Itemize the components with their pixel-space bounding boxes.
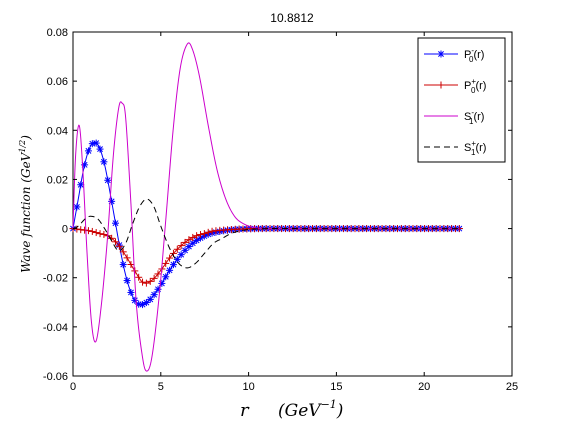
- data-point: [162, 259, 170, 267]
- legend-item: S+ 1(r): [424, 139, 486, 157]
- data-point: [135, 273, 143, 281]
- data-point: [162, 273, 170, 281]
- data-point: [173, 245, 181, 253]
- data-point: [119, 261, 127, 269]
- data-point: [185, 236, 193, 244]
- data-point: [166, 266, 174, 274]
- data-point: [100, 158, 108, 166]
- data-point: [196, 231, 204, 239]
- data-point: [189, 239, 197, 247]
- data-point: [108, 197, 116, 205]
- data-point: [119, 248, 127, 256]
- data-point: [96, 230, 104, 238]
- data-point: [169, 261, 177, 269]
- data-point: [127, 288, 135, 296]
- data-point: [142, 299, 150, 307]
- curves-layer: [69, 42, 463, 372]
- legend-item: P+ 0(r): [424, 77, 486, 95]
- svg-text:(GeV−1): (GeV−1): [278, 398, 343, 421]
- x-tick-label: 25: [506, 381, 518, 393]
- legend-box: [417, 37, 506, 163]
- y-tick-label: -0.06: [43, 371, 68, 383]
- x-axis-label: r (GeV−1): [240, 398, 343, 421]
- legend: P-0(r) P+ 0(r) S-1(r) S+ 1(r): [417, 37, 506, 163]
- legend-item: S-1(r): [424, 108, 484, 126]
- data-point: [92, 139, 100, 147]
- svg-text:Wave function (GeV1/2): Wave function (GeV1/2): [18, 135, 33, 273]
- data-point: [200, 230, 208, 238]
- data-point: [96, 145, 104, 153]
- data-point: [204, 228, 212, 236]
- data-point: [150, 291, 158, 299]
- data-point: [193, 232, 201, 240]
- chart-title: 10.8812: [270, 11, 314, 25]
- y-axis-label: Wave function (GeV1/2): [18, 135, 33, 273]
- series-4: [72, 198, 460, 269]
- data-point: [208, 227, 216, 235]
- x-tick-label: 15: [330, 381, 342, 393]
- data-point: [104, 176, 112, 184]
- data-point: [123, 277, 131, 285]
- data-point: [77, 181, 85, 189]
- y-tick-label: -0.04: [43, 322, 68, 334]
- x-tick-label: 0: [70, 381, 76, 393]
- data-point: [177, 242, 185, 250]
- legend-item: P-0(r): [424, 46, 484, 64]
- x-tick-label: 10: [242, 381, 254, 393]
- x-tick-label: 5: [158, 381, 164, 393]
- x-tick-label: 20: [418, 381, 430, 393]
- data-point: [88, 227, 96, 235]
- data-point: [111, 219, 119, 227]
- data-point: [123, 254, 131, 262]
- data-point: [146, 295, 154, 303]
- axes-layer: 0 5 10 15 20 25 -0.06 -0.04 -0.02 0 0.02 0.04 0.06 0.…: [43, 27, 518, 393]
- legend-label: P-0(r): [464, 46, 484, 64]
- data-point: [181, 238, 189, 246]
- data-point: [139, 278, 147, 286]
- data-point: [84, 147, 92, 155]
- y-tick-label: -0.02: [43, 273, 68, 285]
- legend-label: S+ 1(r): [464, 139, 486, 157]
- y-tick-label: 0.04: [47, 125, 68, 137]
- y-tick-label: 0: [62, 224, 68, 236]
- data-point: [150, 274, 158, 282]
- data-point: [73, 203, 81, 211]
- series-line: [72, 198, 460, 269]
- data-point: [189, 233, 197, 241]
- data-point: [100, 230, 108, 238]
- legend-label: S-1(r): [464, 108, 484, 126]
- data-point: [115, 242, 123, 250]
- data-point: [173, 255, 181, 263]
- data-point: [111, 238, 119, 246]
- y-tick-label: 0.06: [47, 76, 68, 88]
- data-point: [92, 229, 100, 237]
- data-point: [127, 261, 135, 269]
- svg-text:r: r: [240, 400, 250, 421]
- data-point: [146, 277, 154, 285]
- data-point: [158, 279, 166, 287]
- y-tick-label: 0.08: [47, 27, 68, 39]
- legend-label: P+ 0(r): [464, 77, 486, 95]
- data-point: [142, 279, 150, 287]
- y-tick-label: 0.02: [47, 174, 68, 186]
- data-point: [154, 270, 162, 278]
- data-point: [166, 254, 174, 262]
